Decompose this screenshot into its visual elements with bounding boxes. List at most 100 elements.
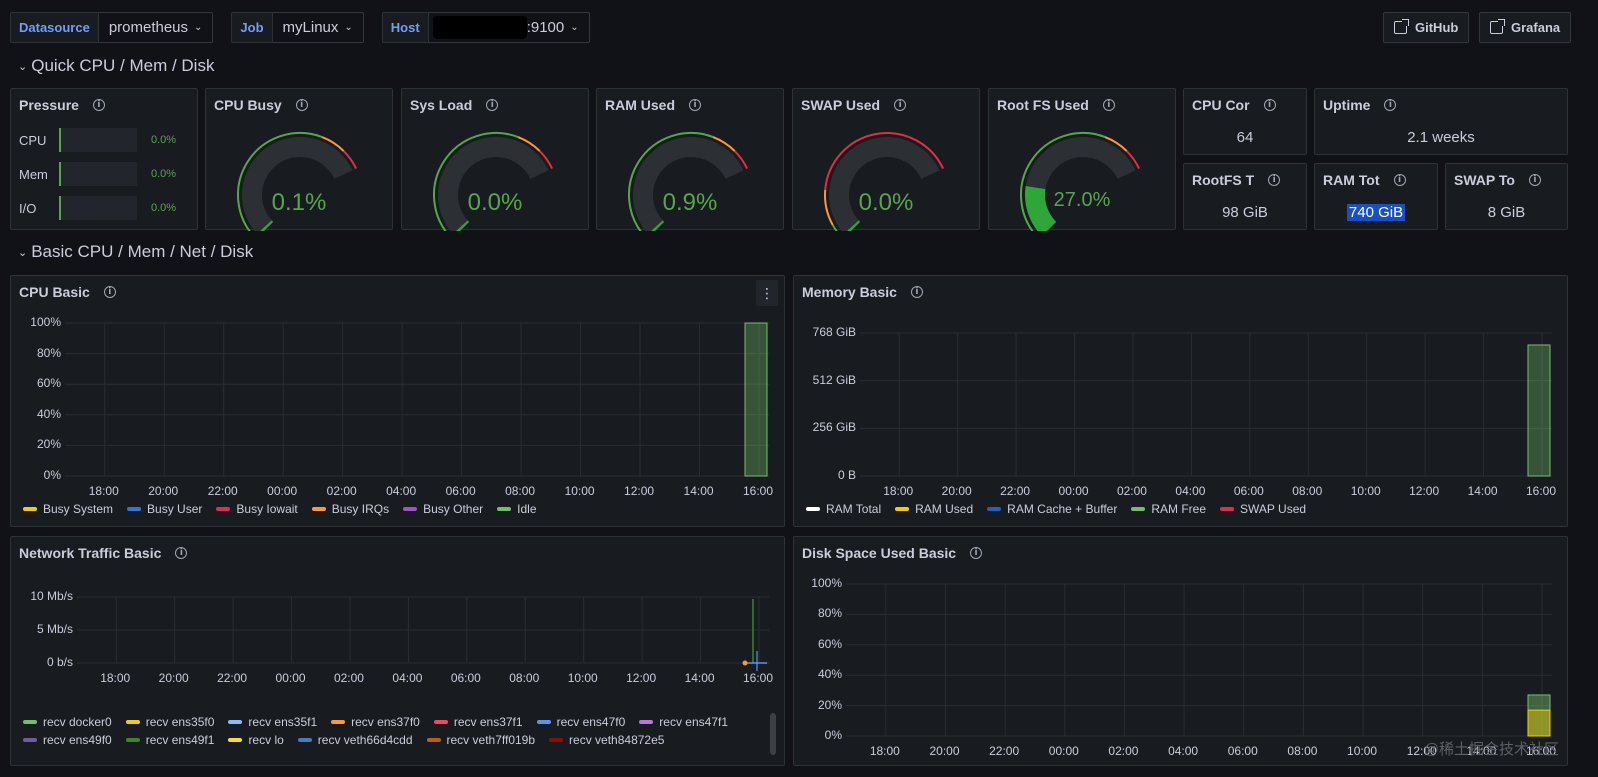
legend-item[interactable]: Busy User [127,502,202,516]
legend-label: recv ens49f0 [43,733,112,747]
legend-item[interactable]: recv veth7ff019b [426,733,536,747]
x-tick-label: 10:00 [1350,484,1381,498]
x-tick-label: 06:00 [1233,484,1264,498]
legend-item[interactable]: RAM Total [806,502,881,516]
info-icon[interactable]: i [1102,99,1115,111]
legend-item[interactable]: recv ens35f1 [228,715,317,729]
gauge-threshold-arc [628,132,714,231]
legend-item[interactable]: recv ens35f0 [125,715,214,729]
legend-item[interactable]: Busy Iowait [216,502,298,516]
var-label-datasource: Datasource [10,12,99,43]
legend-item[interactable]: recv docker0 [23,715,112,729]
chart-legend: recv docker0 recv ens35f0 recv ens35f1 recv… [23,715,768,747]
gauge-fill [651,220,665,231]
info-icon[interactable]: i [689,99,702,111]
legend-item[interactable]: recv ens47f0 [536,715,625,729]
x-tick-label: 08:00 [1292,484,1323,498]
legend-scrollbar[interactable] [770,713,776,755]
legend-item[interactable]: Busy System [23,502,113,516]
data-bar [1527,709,1551,737]
legend-label: recv veth7ff019b [446,733,536,747]
y-tick-label: 5 Mb/s [36,622,73,636]
var-label-host: Host [381,12,429,43]
panel-title: SWAP Used i [801,97,907,113]
data-bar [1527,344,1551,477]
info-icon[interactable]: i [1384,99,1397,111]
legend-item[interactable]: recv ens49f0 [23,733,112,747]
gauge-track [438,137,549,231]
stat-panel-swap-total: SWAP To i 8 GiB [1445,163,1568,230]
info-icon[interactable]: i [1268,174,1281,186]
legend-swatch [806,507,820,511]
gauge-threshold-arc [538,150,554,170]
host-select[interactable]: :9100 ⌄ [428,12,590,43]
info-icon[interactable]: i [1263,99,1276,111]
pressure-row-cpu: CPU 0.0% [19,128,189,152]
row-title-basic: Basic CPU / Mem / Net / Disk [31,242,254,261]
x-tick-label: 08:00 [509,671,540,685]
grafana-link-button[interactable]: Grafana [1479,12,1572,43]
info-icon[interactable]: i [486,99,499,111]
info-icon[interactable]: i [970,547,983,559]
legend-label: recv veth84872e5 [569,733,665,747]
x-tick-label: 16:00 [743,484,774,498]
x-tick-label: 00:00 [267,484,298,498]
legend-item[interactable]: Busy IRQs [311,502,389,516]
x-tick-label: 20:00 [941,484,972,498]
y-tick-label: 40% [817,667,842,682]
info-icon[interactable]: i [910,286,923,298]
stat-value: 64 [1236,129,1254,146]
legend-item[interactable]: Busy Other [403,502,483,516]
info-icon[interactable]: i [894,99,907,111]
legend-item[interactable]: RAM Free [1131,502,1206,516]
pressure-label: I/O [19,200,37,216]
legend-item[interactable]: SWAP Used [1220,502,1306,516]
datasource-select[interactable]: prometheus ⌄ [98,12,214,43]
pressure-value: 0.0% [151,168,177,180]
legend-item[interactable]: recv veth84872e5 [549,733,664,747]
legend-swatch [216,507,231,511]
info-icon[interactable]: i [92,99,105,111]
legend-item[interactable]: recv veth66d4cdd [297,733,413,747]
gauge-threshold-arc [342,150,358,170]
info-icon[interactable]: i [175,547,188,559]
x-tick-label: 10:00 [1347,744,1378,758]
gauge-threshold-arc [1125,150,1141,170]
info-icon[interactable]: i [1393,174,1406,186]
stat-title: SWAP To [1454,172,1515,188]
x-tick-label: 06:00 [445,484,476,498]
info-icon[interactable]: i [103,286,116,298]
chart-plot [65,322,769,477]
legend-item[interactable]: Idle [497,502,537,516]
pressure-bar [59,196,137,220]
panel-title: CPU Busy i [214,97,308,113]
legend-item[interactable]: recv ens47f1 [639,715,728,729]
variables-bar: Datasource prometheus ⌄ Job myLinux ⌄ Host… [10,12,608,43]
legend-item[interactable]: RAM Used [895,502,973,516]
gauge-panel-swap-used: SWAP Used i 0.0% [792,88,980,231]
row-basic-toggle[interactable]: ⌄ Basic CPU / Mem / Net / Disk [18,242,253,262]
stat-panel-cpu-cores: CPU Cor i 64 [1183,88,1307,155]
github-link-button[interactable]: GitHub [1383,12,1470,43]
gauge-fill [456,220,470,231]
legend-item[interactable]: recv ens37f1 [433,715,523,729]
legend-label: RAM Total [826,502,882,516]
legend-item[interactable]: recv lo [228,733,284,747]
panel-menu-button[interactable]: ⋮ [756,280,778,306]
y-tick-label: 0 b/s [46,655,73,669]
x-tick-label: 04:00 [1175,484,1206,498]
x-tick-label: 14:00 [1466,744,1497,758]
legend-item[interactable]: recv ens49f1 [125,733,214,747]
legend-item[interactable]: recv ens37f0 [331,715,420,729]
legend-item[interactable]: RAM Cache + Buffer [987,502,1117,516]
y-tick-label: 40% [36,406,61,421]
chevron-down-icon: ⌄ [18,246,28,259]
stat-title: Uptime [1323,97,1371,113]
legend-swatch [497,507,512,511]
x-tick-label: 18:00 [869,744,900,758]
gauge-panel-root-fs-used: Root FS Used i 27.0% [988,88,1176,231]
info-icon[interactable]: i [295,99,308,111]
info-icon[interactable]: i [1528,174,1541,186]
job-select[interactable]: myLinux ⌄ [272,12,364,43]
row-quick-toggle[interactable]: ⌄ Quick CPU / Mem / Disk [18,56,214,76]
